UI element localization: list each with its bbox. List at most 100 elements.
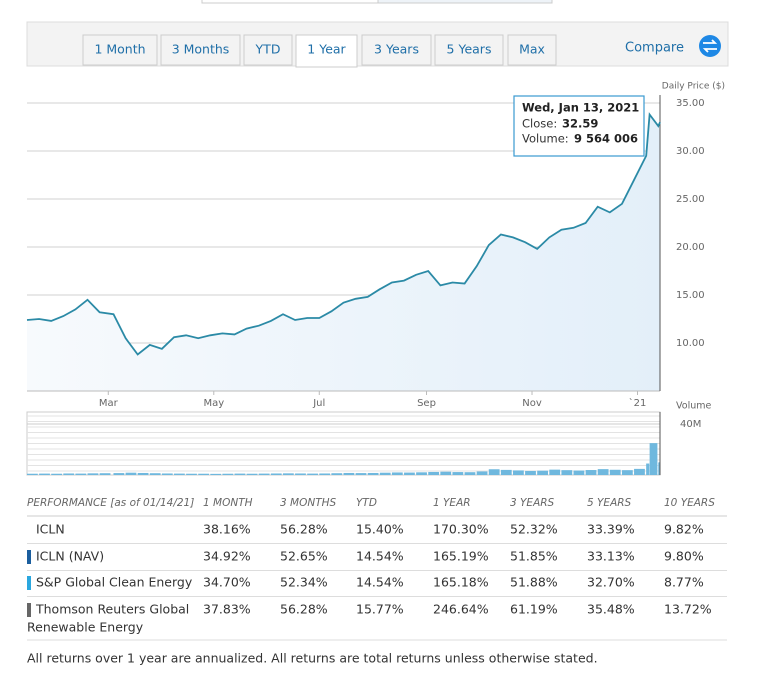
tooltip-volume: 9 564 006 <box>574 132 638 146</box>
volume-bar <box>210 473 222 475</box>
volume-bar <box>561 470 573 475</box>
footnote: All returns over 1 year are annualized. … <box>27 651 598 666</box>
tab[interactable] <box>361 34 432 66</box>
table-header: 1 YEAR <box>433 497 471 509</box>
volume-bar <box>137 472 149 475</box>
price-line <box>26 112 661 356</box>
table-cell: 9.82% <box>664 522 704 537</box>
table-cell: 34.92% <box>203 549 251 564</box>
volume-bar <box>452 472 464 475</box>
table-cell: 52.32% <box>510 522 558 537</box>
y2-tick-label: 40M <box>680 419 701 430</box>
table-header: YTD <box>356 497 377 509</box>
compare-icon[interactable] <box>699 35 721 57</box>
table-cell: 15.77% <box>356 602 404 617</box>
table-header: 1 MONTH <box>203 497 253 509</box>
y2-axis-label: Volume <box>676 401 711 412</box>
table-cell: 35.48% <box>587 602 635 617</box>
compare-arrows <box>702 39 718 53</box>
table-cell: 32.70% <box>587 575 635 590</box>
table-cell: 34.70% <box>203 575 251 590</box>
volume-bar <box>234 473 246 475</box>
volume-bar <box>307 473 318 475</box>
volume-bar <box>258 473 270 475</box>
volume-bar <box>634 468 645 475</box>
volume-bar <box>222 473 234 475</box>
volume-bar <box>391 472 403 475</box>
tab-label: 3 Months <box>172 42 230 57</box>
tab[interactable] <box>434 34 504 66</box>
volume-bar <box>113 473 125 475</box>
volume-bar <box>609 469 621 475</box>
volume-bar <box>63 473 75 475</box>
volume-bar <box>186 473 197 475</box>
y-tick-label: 35.00 <box>676 98 705 109</box>
volume-bar <box>537 470 549 475</box>
volume-bar <box>270 473 282 475</box>
row-name: Thomson Reuters Global <box>35 602 189 617</box>
volume-bar <box>428 471 440 475</box>
table-cell: 8.77% <box>664 575 704 590</box>
volume-bar <box>549 469 561 475</box>
volume-bar <box>295 473 306 475</box>
row-name: ICLN <box>36 522 65 537</box>
tab[interactable] <box>160 34 241 66</box>
table-cell: 165.18% <box>433 575 489 590</box>
table-cell: 56.28% <box>280 522 328 537</box>
table-cell: 37.83% <box>203 602 251 617</box>
volume-bar <box>174 473 185 475</box>
compare-link[interactable]: Compare <box>625 41 684 56</box>
y-tick-label: 10.00 <box>676 338 705 349</box>
tab-label: 3 Years <box>374 42 419 57</box>
volume-bar <box>198 473 210 475</box>
table-cell: 52.34% <box>280 575 328 590</box>
volume-bar <box>573 470 585 475</box>
volume-bar <box>319 473 331 475</box>
volume-bar <box>51 473 63 475</box>
tab[interactable] <box>295 34 358 68</box>
volume-bar <box>379 472 391 475</box>
table-cell: 246.64% <box>433 602 489 617</box>
volume-bar <box>343 472 355 475</box>
price-chart: Daily Price ($) Volume 10.00 15.00 20.00 25.0… <box>26 82 725 476</box>
tab-label: YTD <box>255 42 281 57</box>
volume-bar <box>331 473 343 475</box>
tab-label: Max <box>519 42 545 57</box>
row-name: S&P Global Clean Energy <box>36 575 193 590</box>
table-header: PERFORMANCE [as of 01/14/21] <box>27 497 194 509</box>
tab[interactable] <box>243 34 293 66</box>
volume-bar <box>440 471 452 475</box>
x-tick-label: Jul <box>312 398 325 409</box>
y-tick-label: 15.00 <box>676 290 705 301</box>
tooltip-close: 32.59 <box>562 117 598 131</box>
volume-bar <box>585 470 597 475</box>
x-tick-label: May <box>203 398 224 409</box>
volume-bar <box>512 470 524 475</box>
volume-bar <box>649 443 658 475</box>
volume-bar <box>367 472 379 475</box>
volume-bar <box>27 473 38 475</box>
search-button[interactable] <box>377 0 553 4</box>
volume-bar <box>476 471 488 475</box>
table-header: 3 YEARS <box>510 497 555 509</box>
table-cell: 9.80% <box>664 549 704 564</box>
table-cell: 61.19% <box>510 602 558 617</box>
tab-label: 1 Year <box>307 42 346 57</box>
volume-bar <box>597 469 609 475</box>
row-name: ICLN (NAV) <box>36 549 104 564</box>
volume-bar <box>500 469 512 475</box>
tooltip-date: Wed, Jan 13, 2021 <box>522 101 639 115</box>
table-cell: 33.39% <box>587 522 635 537</box>
tab-label: 5 Years <box>447 42 492 57</box>
volume-bar <box>149 473 161 475</box>
table-header: 5 YEARS <box>587 497 632 509</box>
tab[interactable] <box>82 34 158 66</box>
tab-label: 1 Month <box>94 42 145 57</box>
table-cell: 56.28% <box>280 602 328 617</box>
tab[interactable] <box>507 34 557 66</box>
x-tick-label: Mar <box>99 398 119 409</box>
table-header: 10 YEARS <box>664 497 715 509</box>
row-marker <box>27 550 31 564</box>
